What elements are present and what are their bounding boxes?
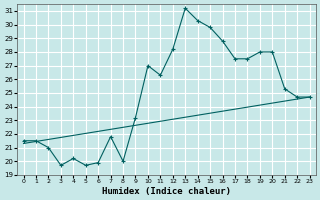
X-axis label: Humidex (Indice chaleur): Humidex (Indice chaleur): [102, 187, 231, 196]
